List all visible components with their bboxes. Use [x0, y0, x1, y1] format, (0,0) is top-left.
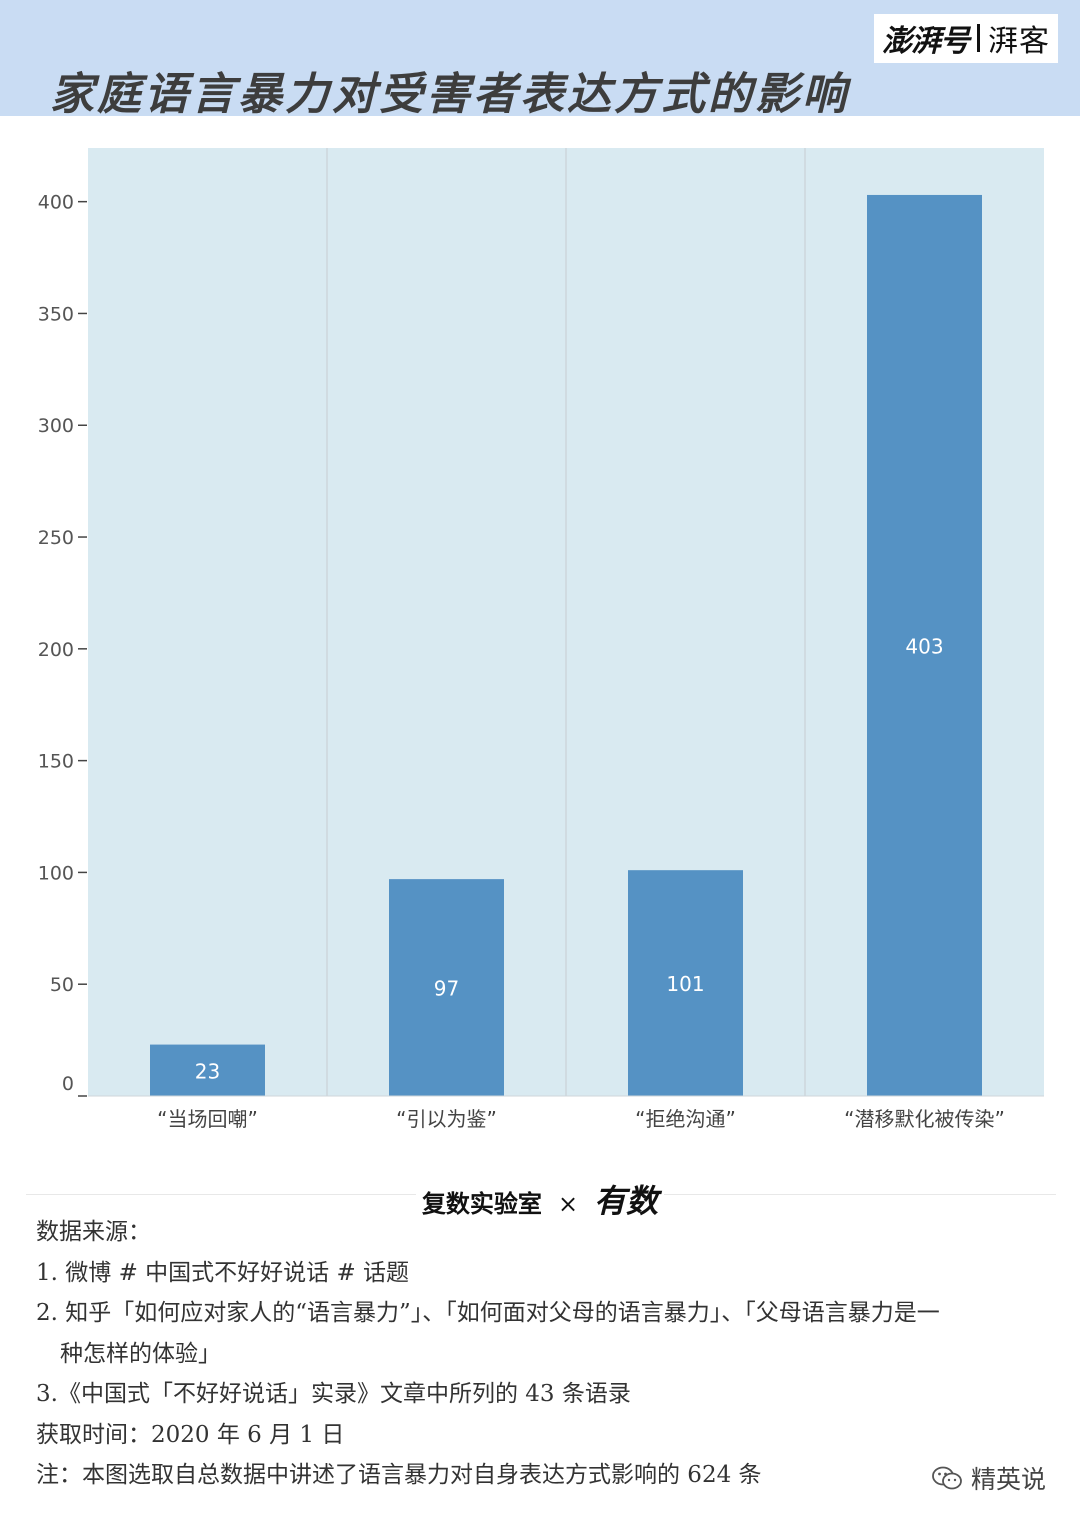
sources-heading: 数据来源：: [36, 1219, 151, 1245]
watermark-text: 精英说: [970, 1465, 1046, 1494]
y-tick-label: 400: [38, 192, 74, 214]
brand-logo: 澎湃号 湃客: [874, 14, 1058, 63]
x-tick-label: “引以为鉴”: [396, 1107, 497, 1131]
x-tick-label: “拒绝沟通”: [635, 1107, 736, 1131]
wechat-icon: [932, 1466, 962, 1490]
logo-youshu: 有数: [588, 1182, 665, 1220]
bar: [628, 870, 743, 1096]
logo-separator: ×: [547, 1190, 589, 1218]
y-tick-label: 50: [50, 974, 74, 996]
source-item-2-cont: 种怎样的体验」: [60, 1340, 221, 1367]
logo-fushu-lab: 复数实验室: [415, 1189, 548, 1218]
bar: [389, 879, 504, 1096]
footer-logos: 复数实验室 × 有数: [0, 1176, 1080, 1222]
source-item-3: 3.《中国式「不好好说话」实录》文章中所列的 43 条语录: [36, 1381, 631, 1407]
page-title: 家庭语言暴力对受害者表达方式的影响: [50, 69, 849, 120]
data-label: 97: [434, 977, 459, 1001]
y-tick-label: 300: [38, 415, 74, 437]
source-item-1: 1. 微博 # 中国式不好好说话 # 话题: [36, 1259, 410, 1286]
y-tick-label: 350: [38, 303, 74, 325]
brand-sub: 湃客: [988, 24, 1050, 59]
x-tick-label: “当场回嘲”: [157, 1107, 258, 1131]
y-tick-label: 100: [38, 862, 74, 884]
brand-name: 澎湃号: [882, 24, 970, 59]
source-item-2: 2. 知乎「如何应对家人的“语言暴力”」、「如何面对父母的语言暴力」、「父母语言…: [36, 1300, 940, 1326]
y-tick-label: 200: [38, 639, 74, 661]
watermark: 精英说: [931, 1460, 1046, 1496]
x-tick-label: “潜移默化被传染”: [844, 1107, 1005, 1131]
data-label: 23: [195, 1059, 220, 1083]
header-banner: 澎湃号 湃客 家庭语言暴力对受害者表达方式的影响: [0, 0, 1080, 120]
footnote: 注：本图选取自总数据中讲述了语言暴力对自身表达方式影响的 624 条: [36, 1462, 762, 1488]
bar: [150, 1044, 265, 1096]
bar: [867, 194, 982, 1096]
data-label: 101: [666, 972, 704, 996]
data-sources: 数据来源： 1. 微博 # 中国式不好好说话 # 话题 2. 知乎「如何应对家人…: [36, 1212, 1046, 1496]
data-label: 403: [905, 634, 943, 658]
y-tick-label: 0: [62, 1073, 74, 1095]
brand-divider: [977, 24, 980, 52]
retrieval-time: 获取时间：2020 年 6 月 1 日: [36, 1421, 345, 1448]
y-tick-label: 250: [38, 527, 74, 549]
bar-chart: 0 50 100 150 200 250 300 350 400 23 “当场回嘲” 97 “引以为鉴”…: [38, 148, 1044, 1131]
y-tick-label: 150: [38, 751, 74, 773]
